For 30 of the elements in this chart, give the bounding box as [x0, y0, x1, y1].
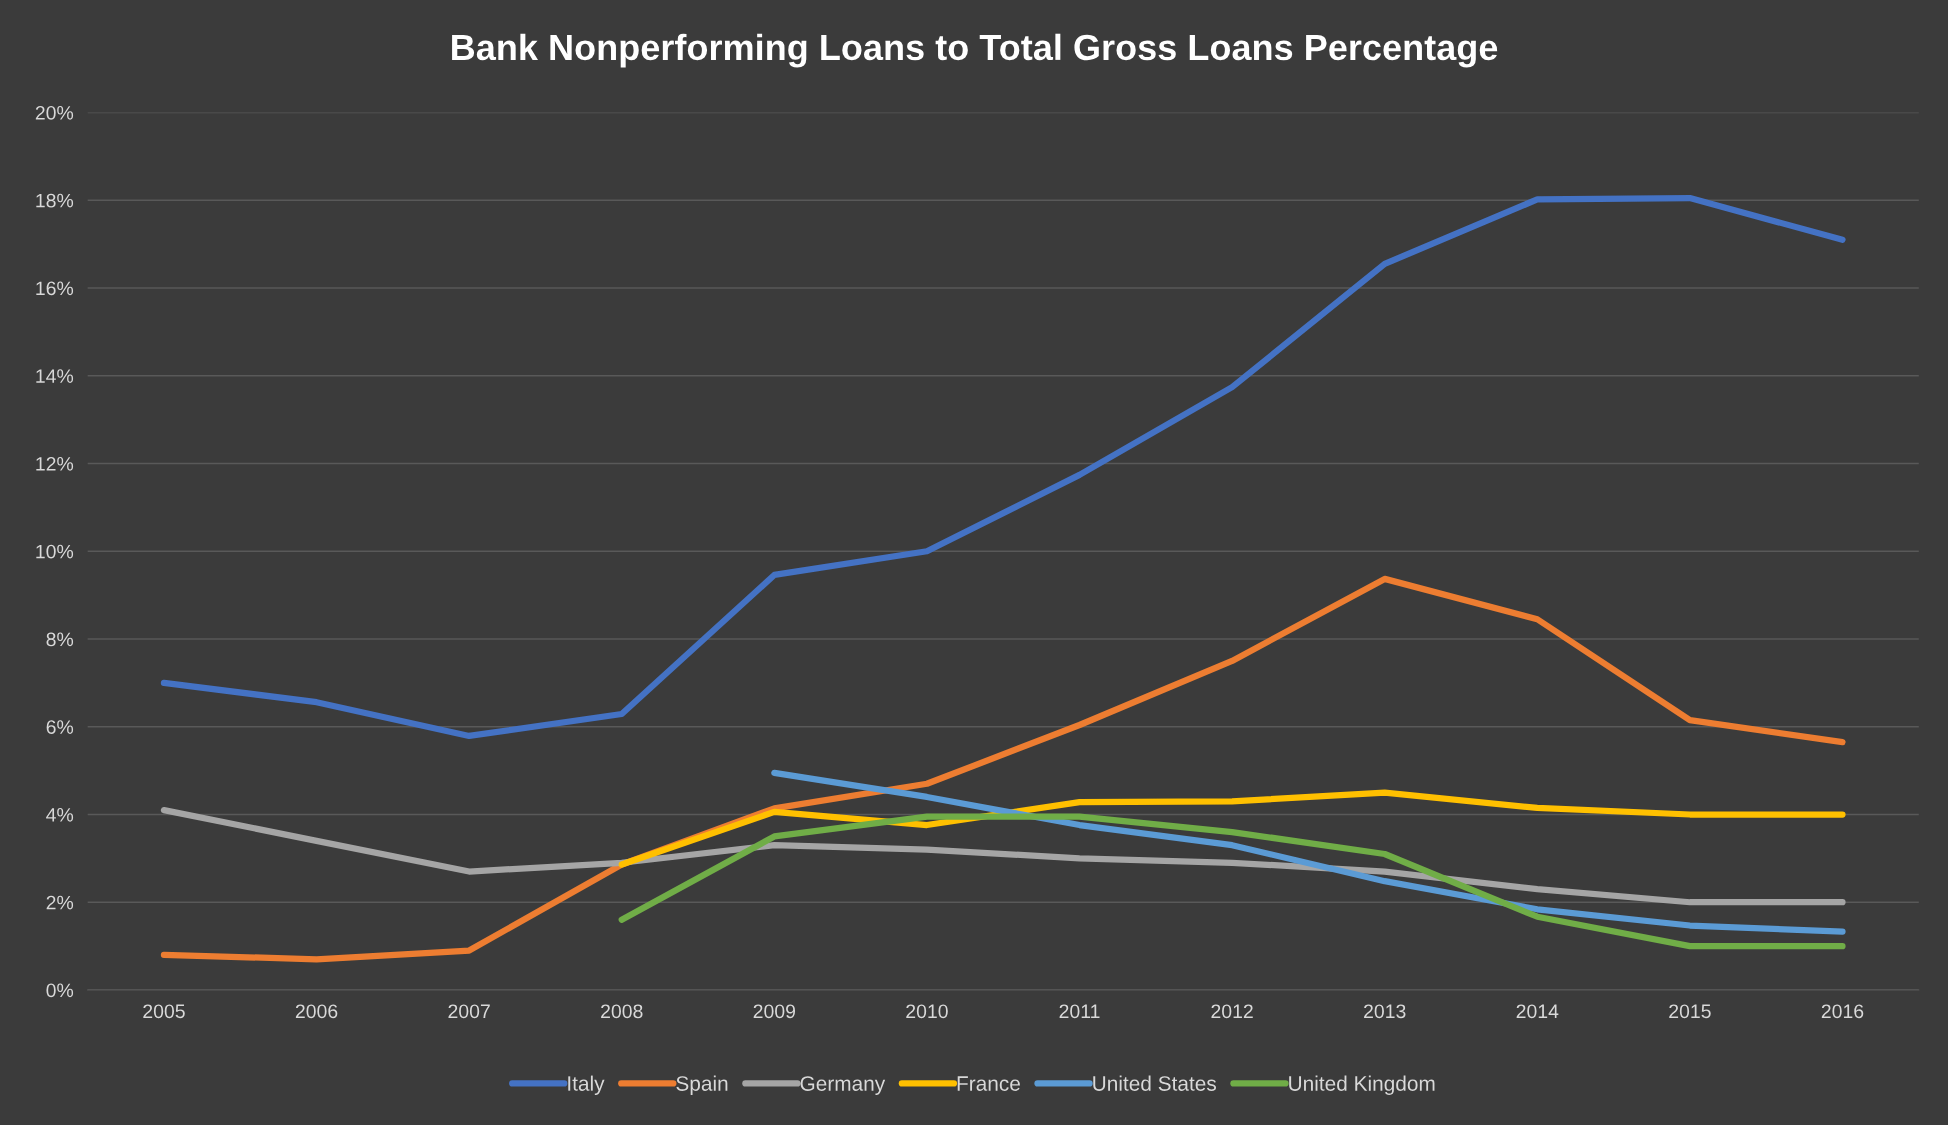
chart-title: Bank Nonperforming Loans to Total Gross Loans Percentage: [452, 33, 1498, 68]
x-tick-label: 2010: [906, 1004, 948, 1019]
legend-label: United Kingdom: [1289, 1075, 1435, 1095]
x-tick-label: 2015: [1669, 1004, 1711, 1019]
y-tick-label: 10%: [36, 544, 74, 559]
x-tick-label: 2005: [143, 1004, 185, 1019]
legend-label: Germany: [800, 1076, 886, 1095]
x-tick-label: 2008: [601, 1004, 643, 1019]
x-tick-label: 2011: [1059, 1004, 1100, 1019]
y-tick-label: 8%: [46, 632, 74, 647]
legend-label: Italy: [568, 1075, 605, 1095]
legend-label: Spain: [676, 1075, 728, 1095]
y-tick-label: 14%: [36, 369, 74, 383]
x-tick-label: 2009: [753, 1004, 796, 1019]
x-tick-label: 2012: [1211, 1004, 1253, 1019]
y-tick-label: 16%: [36, 281, 74, 296]
y-tick-label: 0%: [46, 983, 74, 998]
y-tick-label: 6%: [46, 720, 74, 734]
x-tick-label: 2006: [295, 1004, 338, 1019]
x-tick-label: 2014: [1516, 1004, 1559, 1019]
y-tick-label: 18%: [36, 193, 74, 208]
legend-label: France: [957, 1076, 1020, 1091]
y-tick-label: 12%: [36, 456, 74, 471]
x-tick-label: 2013: [1364, 1004, 1406, 1019]
legend-label: United States: [1093, 1075, 1216, 1091]
x-tick-label: 2007: [448, 1004, 490, 1019]
x-tick-label: 2016: [1821, 1004, 1864, 1019]
y-tick-label: 20%: [35, 105, 74, 120]
y-tick-label: 2%: [46, 895, 74, 910]
y-tick-label: 4%: [46, 808, 74, 822]
